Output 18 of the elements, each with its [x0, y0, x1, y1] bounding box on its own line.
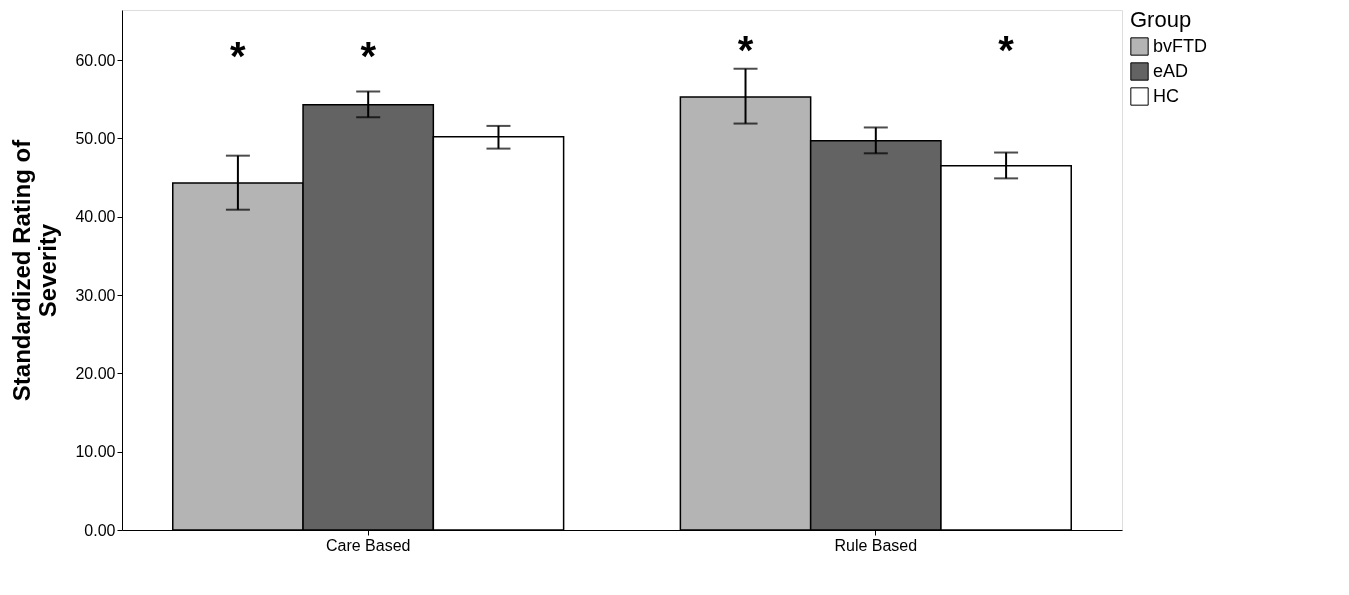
- y-tick-label: 50.00: [75, 129, 116, 147]
- annotation: *: [230, 34, 247, 78]
- y-axis-title: Standardized Rating of Severity: [8, 138, 62, 402]
- y-tick-label: 10.00: [75, 443, 116, 461]
- y-tick-label: 0.00: [84, 521, 116, 539]
- legend-label: eAD: [1153, 60, 1189, 81]
- annotation: *: [737, 28, 754, 72]
- legend-label: bvFTD: [1153, 35, 1207, 56]
- y-tick-label: 30.00: [75, 286, 116, 304]
- legend-title: Group: [1130, 7, 1192, 32]
- annotation: *: [998, 28, 1015, 72]
- annotation: *: [360, 34, 377, 78]
- legend-label: HC: [1153, 85, 1179, 106]
- y-tick-label: 20.00: [75, 364, 116, 382]
- x-tick-label: Care Based: [325, 536, 411, 554]
- x-tick-label: Rule Based: [834, 536, 918, 554]
- y-tick-label: 40.00: [75, 208, 116, 226]
- y-tick-label: 60.00: [75, 51, 116, 69]
